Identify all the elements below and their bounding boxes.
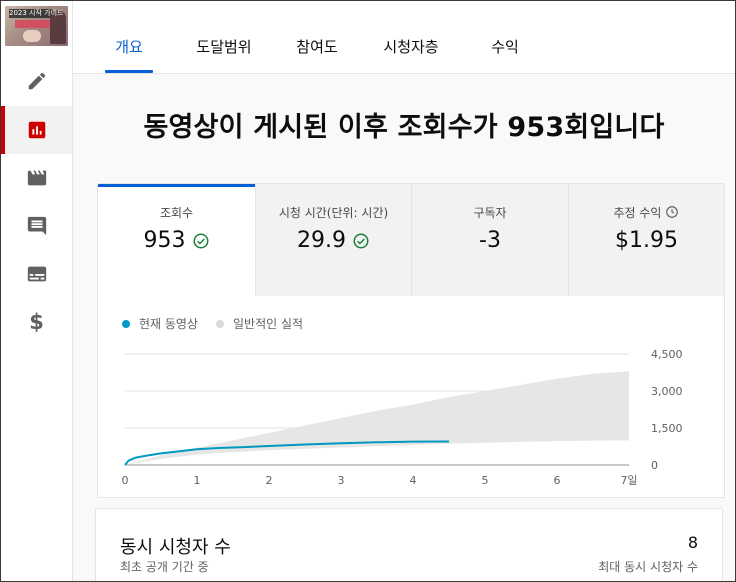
x-tick-label: 2 — [266, 474, 273, 487]
legend-label-current: 현재 동영상 — [139, 317, 199, 331]
tab-label: 수익 — [491, 38, 519, 56]
x-tick-label: 3 — [338, 474, 345, 487]
thumbnail-caption-band — [9, 9, 53, 18]
sidebar-item-monetization[interactable]: $ — [1, 298, 72, 346]
metric-subscribers[interactable]: 구독자 -3 — [411, 184, 568, 296]
metric-value: $1.95 — [615, 228, 678, 253]
sidebar-item-analytics[interactable] — [1, 106, 72, 154]
dollar-icon: $ — [29, 309, 44, 334]
tab-overview[interactable]: 개요 — [105, 37, 153, 73]
x-tick-label: 0 — [122, 474, 129, 487]
legend-dot-typical — [216, 319, 225, 328]
live-viewers-title: 동시 시청자 수 — [120, 537, 231, 558]
x-tick-label: 4 — [410, 474, 417, 487]
chart-legend: 현재 동영상 일반적인 실적 — [122, 315, 303, 332]
metric-label-row: 추정 수익 — [569, 204, 724, 221]
analytics-icon — [28, 121, 45, 139]
tab-reach[interactable]: 도달범위 — [186, 37, 262, 73]
x-tick-label: 7일 — [620, 473, 637, 487]
tab-revenue[interactable]: 수익 — [483, 37, 527, 73]
metric-estimated-revenue[interactable]: 추정 수익 $1.95 — [568, 184, 724, 296]
subtitles-icon — [27, 266, 46, 282]
metric-value: -3 — [479, 228, 501, 253]
metric-value-row: 29.9 — [256, 228, 411, 253]
metric-value: 29.9 — [297, 228, 346, 253]
y-tick-label: 0 — [651, 459, 658, 472]
clock-icon[interactable] — [665, 205, 679, 219]
comment-icon — [27, 216, 46, 236]
legend-label-typical: 일반적인 실적 — [233, 317, 304, 331]
metric-label: 추정 수익 — [613, 206, 662, 220]
live-viewers-card: 동시 시청자 수 최초 공개 기간 중 8 최대 동시 시청자 수 — [95, 508, 723, 581]
thumbnail-figure — [50, 10, 66, 44]
overview-card: 조회수 953 시청 시간(단위: 시간) 29.9 구독자 -3 추정 수익 — [97, 183, 725, 498]
live-viewers-subtitle: 최초 공개 기간 중 — [120, 560, 209, 574]
metric-value-row: -3 — [412, 228, 568, 253]
current-video-line — [124, 440, 450, 466]
x-tick-label: 6 — [554, 474, 561, 487]
typical-performance-band — [125, 371, 629, 465]
live-viewers-value-label: 최대 동시 시청자 수 — [598, 560, 698, 574]
legend-dot-current — [122, 319, 130, 328]
tab-label: 참여도 — [296, 38, 338, 56]
sidebar-item-subtitles[interactable] — [1, 250, 72, 298]
metric-value-row: 953 — [98, 228, 255, 253]
views-chart: 0 1,500 3,000 4,500 0 1 2 3 4 5 6 7일 — [122, 348, 683, 487]
metric-label: 시청 시간(단위: 시간) — [278, 206, 389, 220]
video-thumbnail[interactable]: 2023 시작 가이드 — [5, 6, 68, 46]
metric-value: 953 — [143, 228, 186, 253]
sidebar-item-comments[interactable] — [1, 202, 72, 250]
tab-label: 도달범위 — [196, 38, 252, 56]
clapperboard-icon — [27, 170, 46, 186]
thumbnail-figure-hand — [23, 30, 41, 42]
metric-views[interactable]: 조회수 953 — [98, 184, 255, 296]
tab-engagement[interactable]: 참여도 — [289, 37, 345, 73]
tab-audience[interactable]: 시청자층 — [374, 37, 448, 73]
sidebar-item-editor[interactable] — [1, 154, 72, 202]
x-tick-label: 5 — [482, 474, 489, 487]
pencil-icon — [28, 72, 45, 90]
y-tick-label: 1,500 — [651, 422, 683, 435]
y-tick-label: 3,000 — [651, 385, 683, 398]
tab-bar: 개요 도달범위 참여도 시청자층 수익 — [73, 1, 735, 74]
metric-watch-time[interactable]: 시청 시간(단위: 시간) 29.9 — [255, 184, 411, 296]
thumbnail-caption-band-2 — [15, 20, 53, 28]
y-tick-label: 4,500 — [651, 348, 683, 361]
page-headline: 동영상이 게시된 이후 조회수가 953회입니다 — [143, 112, 665, 143]
check-circle-icon — [193, 233, 208, 248]
metric-label: 조회수 — [159, 206, 194, 220]
metric-value-row: $1.95 — [569, 228, 724, 253]
tab-label: 개요 — [115, 38, 143, 56]
tab-label: 시청자층 — [383, 38, 439, 56]
live-viewers-value: 8 — [687, 533, 698, 552]
x-tick-label: 1 — [194, 474, 201, 487]
sidebar: 2023 시작 가이드 $ — [1, 1, 73, 581]
thumbnail-text: 2023 시작 가이드 — [9, 9, 64, 17]
sidebar-item-edit[interactable] — [1, 57, 72, 105]
active-tab-indicator — [105, 70, 153, 73]
metric-label: 구독자 — [473, 206, 507, 220]
check-circle-icon — [353, 233, 369, 248]
